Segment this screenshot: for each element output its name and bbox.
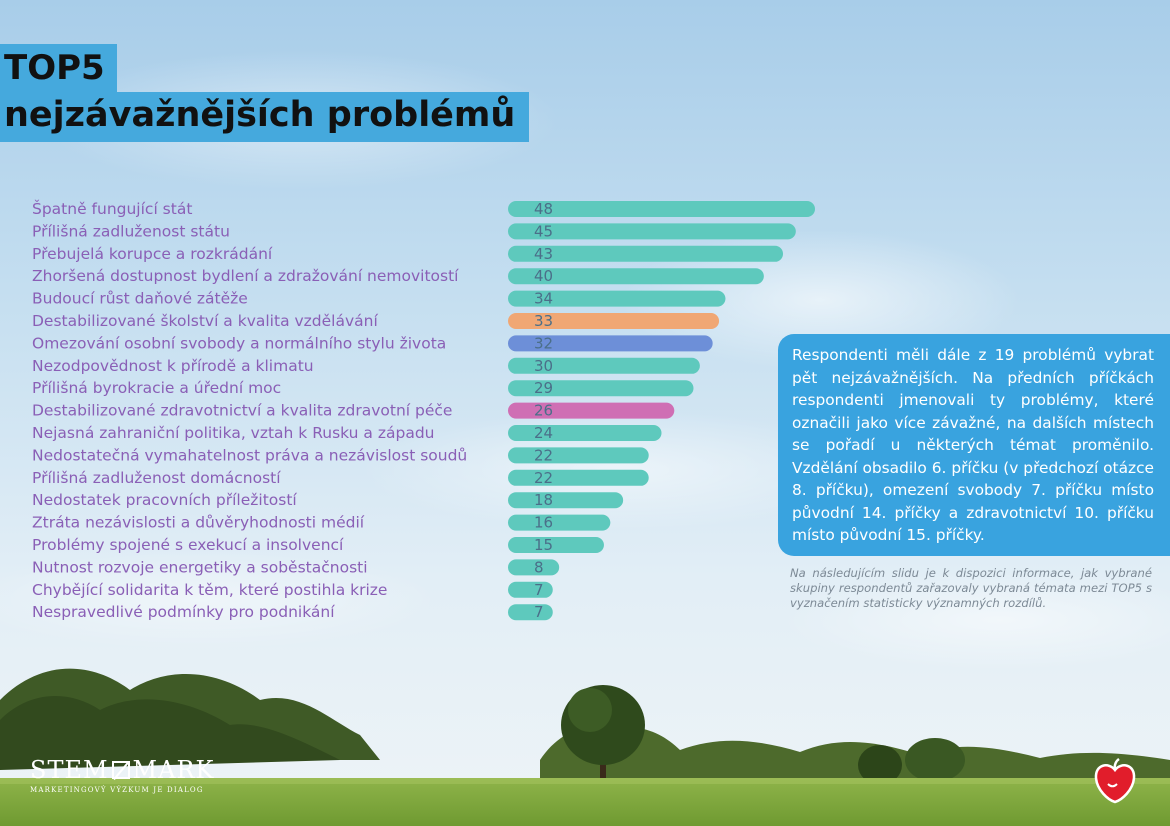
value-label: 8 — [534, 558, 544, 576]
value-label: 7 — [534, 581, 544, 599]
category-label: Destabilizované zdravotnictví a kvalita … — [32, 402, 452, 420]
bar — [508, 581, 553, 598]
value-label: 34 — [534, 290, 553, 308]
bar — [508, 425, 662, 441]
bar — [508, 290, 726, 307]
category-label: Ztráta nezávislosti a důvěryhodnosti méd… — [32, 514, 365, 532]
problems-bar-chart: Špatně fungující stát 48 Přílišná zadlužen… — [32, 199, 815, 621]
apple-heart-icon — [1094, 757, 1136, 804]
category-label: Nejasná zahraniční politika, vztah k Rus… — [32, 424, 435, 442]
bar — [508, 268, 764, 285]
value-label: 16 — [534, 514, 553, 532]
category-label: Chybějící solidarita k těm, které postih… — [32, 581, 387, 599]
value-label: 30 — [534, 357, 553, 375]
category-label: Přílišná zadluženost domácností — [32, 469, 281, 487]
bar — [508, 402, 675, 419]
info-box: Respondenti měli dále z 19 problémů vybr… — [778, 334, 1170, 556]
bar — [508, 559, 560, 576]
category-label: Špatně fungující stát — [32, 199, 192, 218]
value-label: 40 — [534, 267, 553, 285]
logo-mark-icon — [111, 761, 130, 779]
category-label: Omezování osobní svobody a normálního st… — [32, 334, 446, 352]
value-label: 7 — [534, 603, 544, 621]
value-label: 18 — [534, 491, 553, 509]
bar — [508, 514, 611, 531]
stem-mark-logo: STEM MARK MARKETINGOVÝ VÝZKUM JE DIALOG — [30, 756, 214, 794]
bar — [508, 245, 784, 262]
category-label: Přílišná byrokracie a úřední moc — [32, 379, 281, 397]
bar — [508, 492, 624, 509]
value-label: 22 — [534, 469, 553, 487]
logo-text-right: MARK — [132, 756, 215, 784]
logo-tagline: MARKETINGOVÝ VÝZKUM JE DIALOG — [30, 786, 204, 794]
bar — [508, 447, 649, 464]
value-label: 48 — [534, 200, 553, 218]
bar — [508, 335, 713, 352]
value-label: 45 — [534, 222, 553, 240]
page-title-line1: TOP5 — [0, 44, 117, 92]
footnote-text: Na následujícím slidu je k dispozici inf… — [790, 566, 1152, 610]
footnote: Na následujícím slidu je k dispozici inf… — [790, 566, 1152, 611]
category-label: Problémy spojené s exekucí a insolvencí — [32, 536, 344, 554]
value-label: 22 — [534, 446, 553, 464]
category-label: Nutnost rozvoje energetiky a soběstačnos… — [32, 558, 368, 576]
category-label: Nedostatečná vymahatelnost práva a nezáv… — [32, 446, 467, 464]
bar — [508, 469, 649, 486]
info-box-text: Respondenti měli dále z 19 problémů vybr… — [792, 346, 1155, 544]
category-label: Destabilizované školství a kvalita vzděl… — [32, 312, 378, 330]
bar — [508, 604, 553, 621]
bar — [508, 537, 604, 553]
category-label: Přebujelá korupce a rozkrádání — [32, 245, 273, 263]
category-label: Nezodpovědnost k přírodě a klimatu — [32, 357, 314, 375]
category-label: Zhoršená dostupnost bydlení a zdražování… — [32, 267, 459, 285]
value-label: 24 — [534, 424, 553, 442]
bar — [508, 223, 796, 240]
category-label: Nespravedlivé podmínky pro podnikání — [32, 603, 335, 621]
value-label: 15 — [534, 536, 553, 554]
page-title-line2: nejzávažnějších problémů — [0, 92, 530, 142]
bar — [508, 380, 694, 397]
category-label: Přílišná zadluženost státu — [32, 222, 230, 240]
bar — [508, 313, 720, 329]
bar — [508, 201, 815, 217]
value-label: 32 — [534, 334, 553, 352]
value-label: 33 — [534, 312, 553, 330]
value-label: 29 — [534, 379, 553, 397]
logo-text-left: STEM — [30, 756, 109, 784]
value-label: 43 — [534, 245, 553, 263]
category-label: Budoucí růst daňové zátěže — [32, 290, 248, 308]
category-label: Nedostatek pracovních příležitostí — [32, 491, 297, 509]
bar — [508, 357, 700, 374]
value-label: 26 — [534, 402, 553, 420]
